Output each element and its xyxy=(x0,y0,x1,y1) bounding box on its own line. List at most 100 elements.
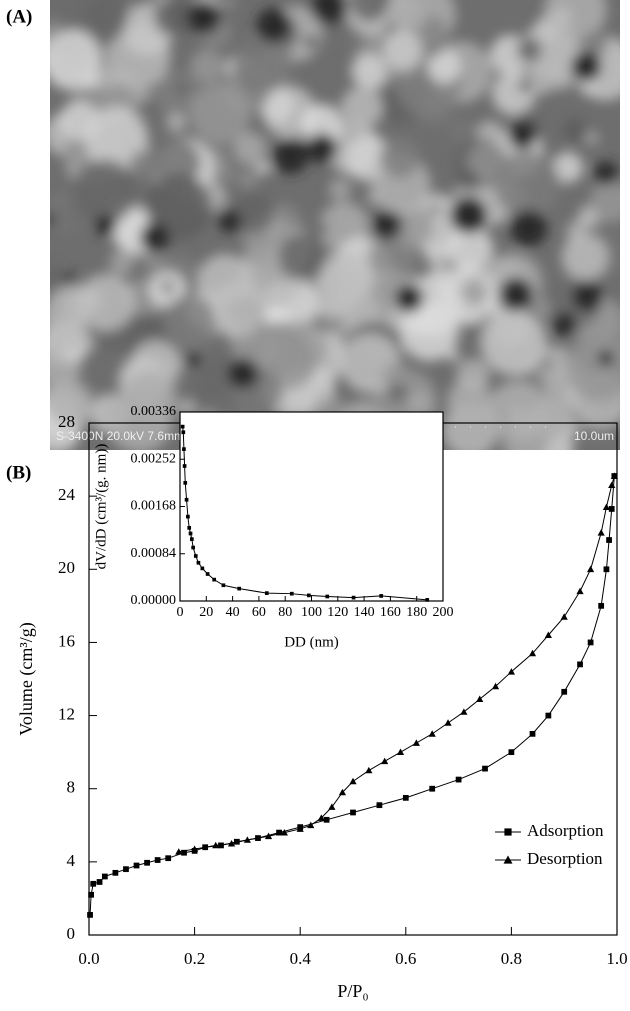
sem-grain xyxy=(301,103,343,146)
sem-grain xyxy=(162,295,217,350)
marker xyxy=(88,891,94,898)
sem-grain xyxy=(189,49,225,85)
marker xyxy=(476,695,484,702)
sem-grain xyxy=(585,131,599,145)
legend-marker xyxy=(504,828,512,836)
sem-grain xyxy=(429,203,442,216)
marker xyxy=(349,777,357,785)
sem-grain xyxy=(155,72,199,116)
sem-grain xyxy=(97,65,120,89)
sem-grain xyxy=(84,0,130,36)
x-tick-label: 140 xyxy=(354,605,375,620)
marker xyxy=(205,572,210,576)
sem-pore xyxy=(227,358,259,389)
y-axis-label: dV/dD (cm³/(g. nm)) xyxy=(93,444,109,570)
sem-grain xyxy=(278,233,327,282)
sem-pore xyxy=(272,138,309,174)
y-tick-label: 12 xyxy=(58,704,75,723)
marker xyxy=(351,595,356,600)
marker xyxy=(96,879,103,885)
sem-pore xyxy=(50,213,56,225)
sem-grain xyxy=(50,378,93,426)
sem-grain xyxy=(50,265,64,291)
sem-grain xyxy=(382,362,415,395)
sem-grain xyxy=(589,180,620,223)
sem-pore xyxy=(310,0,348,25)
sem-grain xyxy=(427,49,461,84)
marker xyxy=(381,757,389,765)
marker xyxy=(576,587,584,595)
x-tick-label: 100 xyxy=(301,605,322,620)
marker xyxy=(200,566,205,571)
x-tick-label: 80 xyxy=(278,605,292,620)
sem-grain xyxy=(189,83,252,145)
marker xyxy=(87,912,93,918)
sem-grain xyxy=(449,118,475,144)
legend-label: Adsorption xyxy=(527,821,604,840)
marker xyxy=(606,537,612,543)
marker xyxy=(264,832,273,840)
y-axis-label: Volume (cm³/g) xyxy=(16,622,37,736)
marker xyxy=(338,788,347,796)
sem-grain xyxy=(480,309,547,376)
sem-grain xyxy=(238,169,258,189)
y-tick-label: 28 xyxy=(58,412,75,431)
y-tick-label: 8 xyxy=(67,778,76,797)
sem-pore xyxy=(256,7,292,44)
sem-grain xyxy=(528,67,556,95)
marker xyxy=(587,565,595,573)
sem-pore xyxy=(510,210,547,247)
marker xyxy=(191,545,195,550)
x-tick-label: 160 xyxy=(380,605,401,620)
marker xyxy=(482,765,488,772)
y-tick-label: 0.00336 xyxy=(131,404,177,419)
marker xyxy=(317,814,325,821)
y-tick-label: 20 xyxy=(58,558,75,577)
sem-pore xyxy=(394,283,424,313)
x-tick-label: 20 xyxy=(199,605,213,620)
sem-pore xyxy=(519,80,531,93)
y-tick-label: 0.00084 xyxy=(131,546,177,561)
series-line xyxy=(178,475,615,853)
sem-grain xyxy=(72,159,138,224)
marker xyxy=(508,749,515,756)
sem-grain xyxy=(549,65,574,90)
sem-pore xyxy=(139,222,170,253)
sem-grain xyxy=(487,380,548,441)
panel-label: (A) xyxy=(6,6,32,27)
marker xyxy=(183,481,188,485)
marker xyxy=(587,639,594,646)
marker xyxy=(396,748,405,756)
sem-grain xyxy=(493,151,561,219)
x-tick-label: 0.4 xyxy=(290,949,312,968)
marker xyxy=(188,531,193,536)
marker xyxy=(425,598,430,602)
x-tick-label: 120 xyxy=(327,605,348,620)
sem-pore xyxy=(187,0,221,34)
marker xyxy=(123,866,129,873)
sem-pore xyxy=(95,214,117,237)
y-tick-label: 24 xyxy=(58,485,76,504)
x-tick-label: 1.0 xyxy=(606,949,627,968)
marker xyxy=(101,873,108,880)
sem-pore xyxy=(594,161,619,186)
sem-pore xyxy=(372,210,402,240)
sem-grain xyxy=(388,383,408,404)
marker xyxy=(184,497,189,502)
sem-pore xyxy=(218,209,242,233)
marker xyxy=(507,668,515,675)
marker xyxy=(455,776,462,783)
x-axis-label: P/P₀ xyxy=(337,981,368,1001)
marker xyxy=(325,594,330,599)
marker xyxy=(428,730,436,737)
plot-frame xyxy=(179,411,444,602)
sem-grain xyxy=(582,31,608,57)
sem-pore xyxy=(305,36,317,48)
marker xyxy=(289,591,294,596)
marker xyxy=(193,554,198,558)
marker xyxy=(307,593,311,598)
marker xyxy=(412,739,420,746)
marker xyxy=(545,712,552,719)
x-tick-label: 200 xyxy=(433,605,454,620)
